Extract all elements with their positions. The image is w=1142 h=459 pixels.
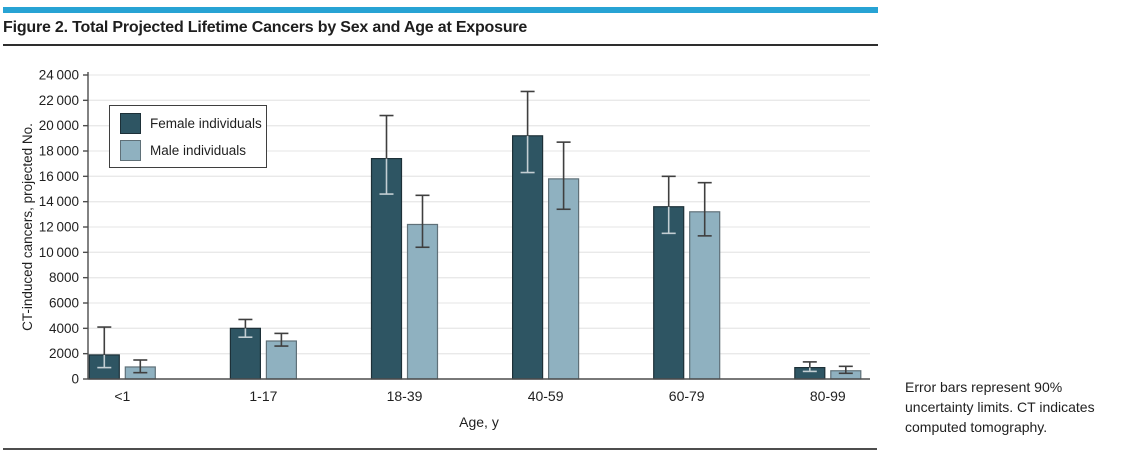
y-tick-label: 0 bbox=[71, 372, 79, 387]
figure-title: Figure 2. Total Projected Lifetime Cance… bbox=[3, 19, 528, 36]
x-tick-label: 18-39 bbox=[387, 388, 423, 404]
bar-male-3 bbox=[547, 178, 580, 380]
errorbar-female-1 bbox=[238, 318, 253, 339]
y-tick-label: 22 000 bbox=[39, 93, 79, 108]
caption-line: computed tomography. bbox=[905, 419, 1048, 435]
y-tick-label: 6000 bbox=[49, 296, 79, 311]
caption-line: uncertainty limits. CT indicates bbox=[905, 399, 1095, 415]
accent-top-rule bbox=[3, 7, 878, 13]
bar-male-4 bbox=[689, 211, 721, 380]
errorbar-male-0 bbox=[133, 359, 148, 374]
errorbar-female-5 bbox=[802, 361, 817, 373]
legend-label-female: Female individuals bbox=[150, 115, 262, 131]
x-axis-title: Age, y bbox=[459, 414, 499, 430]
errorbar-male-3 bbox=[556, 141, 571, 211]
title-rule bbox=[3, 44, 878, 46]
y-tick-label: 24 000 bbox=[39, 68, 79, 83]
y-axis-title: CT-induced cancers, projected No. bbox=[20, 123, 35, 331]
errorbar-female-2 bbox=[379, 114, 394, 195]
y-tick-label: 14 000 bbox=[39, 194, 79, 209]
bar-female-1 bbox=[229, 327, 261, 380]
errorbar-male-1 bbox=[274, 332, 289, 347]
bottom-rule bbox=[3, 448, 877, 450]
y-tick-label: 10 000 bbox=[39, 245, 79, 260]
x-tick-label: 60-79 bbox=[669, 388, 705, 404]
y-tick-label: 20 000 bbox=[39, 118, 79, 133]
errorbar-male-2 bbox=[415, 194, 430, 249]
bar-chart-canvas: 0 2000 4000 6000 8000 10 000 12 000 14 000 16 00… bbox=[20, 68, 870, 430]
female-swatch-icon bbox=[120, 112, 141, 134]
legend-item-female: Female individuals bbox=[120, 112, 266, 134]
errorbar-male-4 bbox=[697, 181, 712, 237]
x-tick-label: 80-99 bbox=[810, 388, 846, 404]
y-tick-label: 4000 bbox=[49, 321, 79, 336]
bar-female-2 bbox=[370, 158, 403, 380]
errorbar-female-4 bbox=[661, 175, 676, 235]
chart-legend: Female individuals Male individuals bbox=[109, 105, 267, 168]
errorbar-male-5 bbox=[838, 365, 853, 375]
legend-item-male: Male individuals bbox=[120, 139, 266, 161]
y-tick-label: 8000 bbox=[49, 270, 79, 285]
y-tick-label: 18 000 bbox=[39, 144, 79, 159]
male-swatch-icon bbox=[120, 139, 141, 161]
y-tick-label: 2000 bbox=[49, 346, 79, 361]
errorbar-female-3 bbox=[520, 90, 535, 174]
figure-caption: Error bars represent 90% uncertainty lim… bbox=[905, 377, 1140, 437]
x-tick-label: 40-59 bbox=[528, 388, 564, 404]
legend-label-male: Male individuals bbox=[150, 142, 247, 158]
bar-female-3 bbox=[511, 135, 544, 380]
y-tick-label: 16 000 bbox=[39, 169, 79, 184]
x-tick-label: 1-17 bbox=[249, 388, 277, 404]
x-tick-label: <1 bbox=[114, 388, 130, 404]
bar-female-4 bbox=[653, 206, 685, 380]
y-tick-label: 12 000 bbox=[39, 220, 79, 235]
errorbar-female-0 bbox=[97, 326, 112, 369]
caption-line: Error bars represent 90% bbox=[905, 379, 1063, 395]
bar-male-1 bbox=[265, 340, 297, 380]
